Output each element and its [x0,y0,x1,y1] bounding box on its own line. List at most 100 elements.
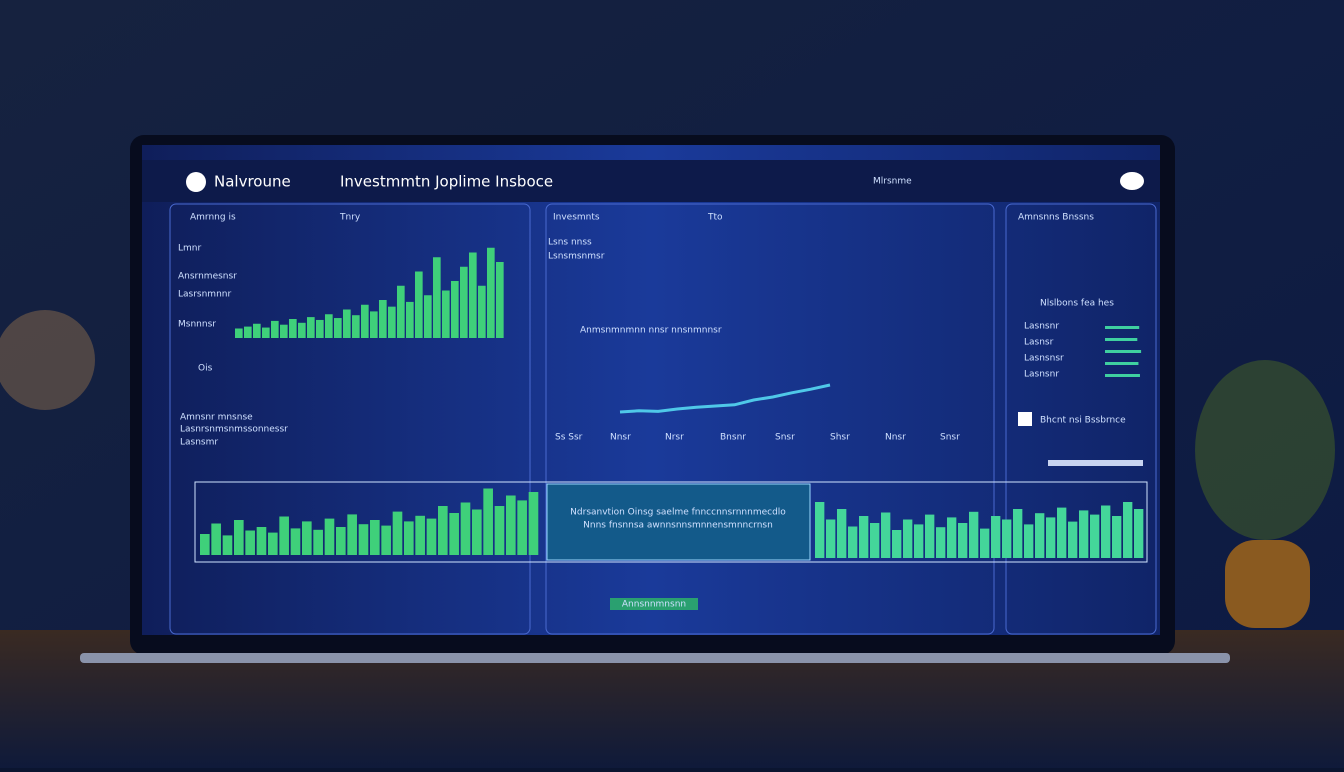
left-panel [169,203,531,635]
bar [343,309,351,338]
bar [1057,507,1067,558]
bar [290,528,301,555]
bar [370,311,378,338]
bar [991,516,1001,558]
logo: Nalvroune [214,173,291,191]
bar [336,527,346,555]
bar [494,506,505,555]
panel-title: Amrnng is [190,213,236,223]
header-bar [142,160,1160,202]
bar [449,513,459,555]
row: Lasnsnr [1024,322,1059,332]
x-label: Bnsnr [720,433,746,443]
panel-title: Invesmnts [553,213,600,223]
bar [347,514,357,555]
bar [892,530,902,558]
bar [487,247,495,338]
alert: Bhcnt nsi Bssbrnce [1040,416,1126,426]
bar [1035,513,1045,558]
bar [307,317,315,338]
bar [460,502,471,555]
banner-sub: Nnns fnsnnsa awnnsnnsmnnensmnncrnsn [583,521,773,531]
bar [1105,362,1139,365]
bar [925,514,935,558]
banner [546,483,811,561]
row: Lsns nnss [548,238,592,248]
bar [200,534,210,555]
x-label: Nrsr [665,433,684,443]
bar [837,509,847,558]
bar [334,318,342,338]
bar [914,524,924,558]
bar [517,500,527,555]
bar [1112,516,1122,558]
bar [859,516,869,558]
bar [1105,350,1142,353]
logo-icon [186,172,206,192]
bar [826,519,836,558]
bar [1046,517,1056,558]
bar [1101,505,1111,558]
bar [1002,519,1012,558]
menu[interactable]: Mlrsnme [873,177,912,187]
x-label: Nnsr [610,433,631,443]
x-label: Snsr [940,433,960,443]
bar [1013,509,1023,558]
button[interactable]: Annsnnmnsnn [622,600,686,610]
bar [406,301,414,338]
tag: Tto [707,213,723,223]
bar [460,266,468,338]
bar [903,519,913,558]
x-label: Snsr [775,433,795,443]
right-panel [1005,203,1157,635]
bar [478,285,486,338]
bar [947,517,957,558]
alert-icon [1018,412,1032,426]
bar [815,502,825,558]
bar [528,492,539,555]
bar [1090,514,1100,558]
label: Msnnnsr [178,320,216,330]
bar [262,327,270,338]
bar [379,300,387,338]
bar [268,532,278,555]
bar [222,535,233,555]
bar [426,518,437,555]
tag: Tnry [339,213,361,223]
banner-text: Ndrsanvtion Oinsg saelme fnnccnnsrnnnmec… [570,508,786,518]
bar [936,527,946,558]
row: Lasnrsnmsnmssonnessr [180,425,288,435]
bar [415,271,423,338]
bar [451,281,459,338]
label: Lasrsnmnnr [178,290,231,300]
button-bg[interactable] [610,598,698,610]
label: Lmnr [178,244,201,254]
bar [496,262,504,338]
bar [1079,510,1089,558]
bar [298,322,306,338]
bar [381,525,391,555]
bar [370,520,380,555]
bar [1105,374,1140,377]
label: Ansrnmesnsr [178,272,237,282]
bar [483,488,493,555]
bar [325,314,333,338]
panel-title: Amnsnns Bnssns [1018,213,1094,223]
bar [881,512,891,558]
bar [256,527,267,555]
row: Lasnsnsr [1024,354,1064,364]
bar [469,252,477,338]
row: Lasnsmr [180,438,218,448]
bar [472,509,482,555]
laptop-base [80,653,1230,663]
bottom-band [194,481,1148,563]
row: Lasnsr [1024,338,1054,348]
avatar[interactable] [1120,172,1144,190]
bar [279,516,289,555]
bar [1134,509,1144,558]
bar [388,306,396,338]
caption: Anmsnmnmnn nnsr nnsnmnnsr [580,326,722,336]
bar [415,515,425,555]
bar [1024,524,1034,558]
